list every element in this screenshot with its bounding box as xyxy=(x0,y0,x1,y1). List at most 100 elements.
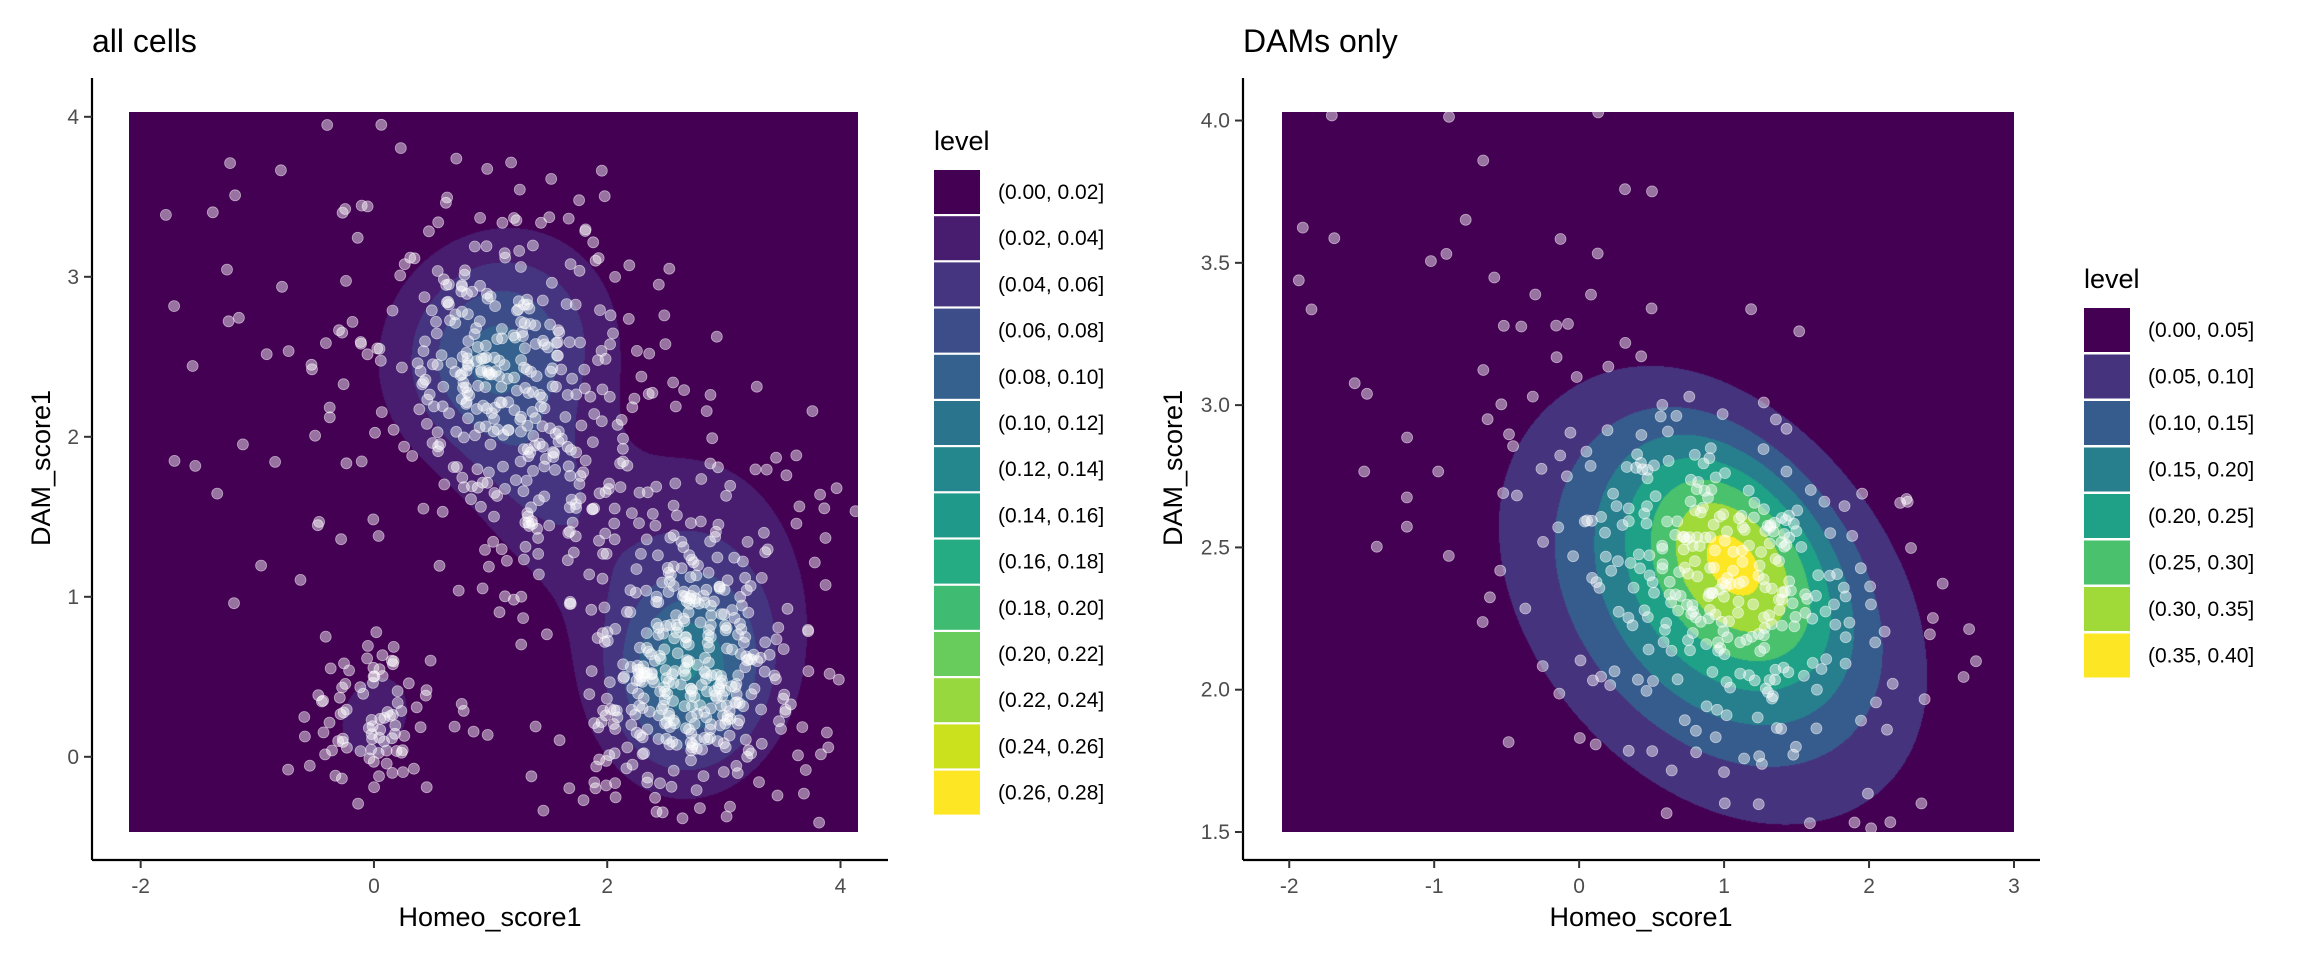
data-point xyxy=(431,426,444,439)
data-point xyxy=(575,419,588,432)
data-point xyxy=(704,631,717,643)
data-point xyxy=(1686,627,1699,639)
data-point xyxy=(1765,618,1778,630)
data-point xyxy=(1804,817,1816,830)
legend-swatch xyxy=(934,401,980,445)
data-point xyxy=(1662,425,1674,438)
data-point xyxy=(590,760,603,773)
legend-swatch xyxy=(934,724,980,769)
data-point xyxy=(1812,569,1825,582)
data-point xyxy=(457,381,469,394)
data-point xyxy=(565,493,578,506)
data-point xyxy=(1764,521,1777,533)
data-point xyxy=(1654,410,1667,423)
data-point xyxy=(596,627,609,639)
legend-label: (0.16, 0.18] xyxy=(998,551,1104,574)
chart-panel-dams-only: DAMs only -2 -1 0 1 2 3 1.5 2.0 2.5 3.0 3.5 4.0 Ho… xyxy=(1158,23,2254,932)
data-point xyxy=(1936,577,1949,590)
data-point xyxy=(1732,606,1744,619)
data-point xyxy=(1622,611,1635,624)
data-point xyxy=(1804,484,1817,496)
chart-title: all cells xyxy=(92,23,197,59)
data-point xyxy=(1790,525,1803,537)
y-ticks: 0 1 2 3 4 xyxy=(67,106,92,769)
data-point xyxy=(372,530,385,542)
data-point xyxy=(561,554,574,567)
data-point xyxy=(533,568,545,581)
data-point xyxy=(491,333,504,346)
data-point xyxy=(711,551,724,564)
data-point xyxy=(1870,696,1882,709)
data-point xyxy=(692,559,704,572)
data-point xyxy=(1751,711,1764,724)
data-point xyxy=(719,741,732,754)
data-point xyxy=(579,382,591,395)
data-point xyxy=(407,762,420,775)
data-point xyxy=(588,408,601,420)
data-point xyxy=(443,407,455,420)
data-point xyxy=(1776,593,1788,606)
data-point xyxy=(319,337,332,350)
data-point xyxy=(603,390,616,403)
data-point xyxy=(704,535,716,548)
data-point xyxy=(471,463,484,476)
data-point xyxy=(1481,413,1494,426)
data-point xyxy=(326,744,338,757)
data-point xyxy=(1494,564,1507,577)
data-point xyxy=(498,247,511,260)
data-point xyxy=(747,648,760,661)
data-point xyxy=(1743,539,1755,552)
data-point xyxy=(354,681,367,694)
data-point xyxy=(640,533,653,546)
data-point xyxy=(375,118,388,131)
data-point xyxy=(1665,644,1678,657)
data-point xyxy=(436,505,449,518)
data-point xyxy=(323,401,336,414)
data-point xyxy=(1736,521,1749,534)
data-point xyxy=(689,592,702,605)
data-point xyxy=(617,672,630,684)
data-point xyxy=(417,502,430,515)
data-point xyxy=(361,640,374,652)
data-point xyxy=(474,211,487,224)
data-point xyxy=(495,543,508,556)
data-point xyxy=(589,782,602,795)
y-tick-label: 4 xyxy=(67,106,79,129)
data-point xyxy=(1476,616,1489,628)
legend-label: (0.12, 0.14] xyxy=(998,458,1104,481)
data-point xyxy=(467,725,480,738)
data-point xyxy=(1640,517,1653,530)
data-point xyxy=(303,759,316,772)
data-point xyxy=(549,463,561,476)
data-point xyxy=(1497,487,1510,500)
data-point xyxy=(1689,504,1701,517)
data-point xyxy=(332,735,345,747)
data-point xyxy=(1700,638,1713,650)
data-point xyxy=(704,388,717,401)
data-point xyxy=(646,673,659,685)
data-point xyxy=(660,620,673,632)
data-point xyxy=(690,784,703,796)
data-point xyxy=(1819,605,1832,618)
data-point xyxy=(434,438,447,451)
y-tick-label: 2.5 xyxy=(1201,536,1230,559)
data-point xyxy=(698,665,711,678)
data-point xyxy=(1806,657,1819,669)
data-point xyxy=(376,649,389,662)
data-point xyxy=(657,699,670,712)
data-point xyxy=(569,298,582,311)
data-point xyxy=(775,723,787,735)
data-point xyxy=(705,609,718,622)
data-point xyxy=(1495,398,1508,411)
legend-label: (0.35, 0.40] xyxy=(2148,645,2254,668)
legend-swatch xyxy=(2084,447,2130,492)
data-point xyxy=(369,426,381,439)
data-point xyxy=(640,584,653,597)
data-point xyxy=(792,749,804,762)
data-point xyxy=(1632,673,1644,686)
data-point xyxy=(611,418,624,431)
data-point xyxy=(1325,109,1338,122)
data-point xyxy=(634,729,646,742)
data-point xyxy=(705,702,717,715)
data-point xyxy=(802,625,815,638)
